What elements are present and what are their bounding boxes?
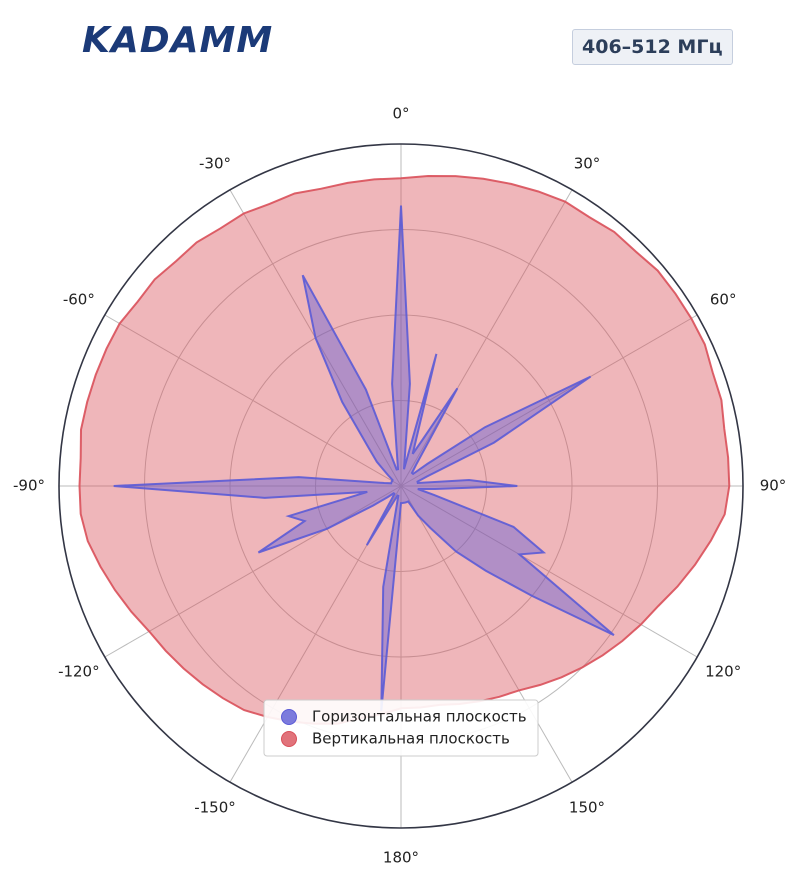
theta-tick-label: -120° (58, 663, 100, 681)
grid-spoke (400, 485, 698, 658)
theta-tick-label: -90° (13, 477, 45, 495)
grid-circle (315, 400, 487, 572)
legend-marker (281, 709, 297, 725)
series-area (78, 174, 731, 725)
theta-tick-label: -30° (199, 154, 231, 172)
legend-marker (281, 731, 297, 747)
grid-circle (144, 229, 658, 743)
theta-tick-label: -60° (63, 291, 95, 309)
theta-tick-label: -150° (194, 799, 236, 817)
grid-spoke (400, 485, 573, 783)
theta-tick-label: 60° (710, 291, 737, 309)
legend-label: Вертикальная плоскость (312, 730, 510, 748)
grid-spoke (229, 485, 402, 783)
theta-tick-label: 120° (705, 663, 741, 681)
grid-spoke (229, 189, 402, 487)
frequency-badge: 406–512 МГц (572, 29, 733, 65)
logo: KADAMM (82, 20, 274, 61)
grid-spoke (104, 485, 402, 658)
theta-tick-label: 30° (574, 154, 601, 172)
grid-circle (229, 314, 573, 658)
grid-spoke (400, 189, 573, 487)
grid-spoke (400, 314, 698, 487)
series-area (113, 205, 615, 711)
polar-frame (58, 143, 744, 829)
legend-label: Горизонтальная плоскость (312, 708, 527, 726)
legend-box (263, 699, 539, 757)
theta-tick-label: 0° (392, 105, 409, 123)
theta-tick-label: 180° (383, 849, 419, 867)
theta-tick-label: 150° (569, 799, 605, 817)
grid-spoke (104, 314, 402, 487)
theta-tick-label: 90° (760, 477, 787, 495)
